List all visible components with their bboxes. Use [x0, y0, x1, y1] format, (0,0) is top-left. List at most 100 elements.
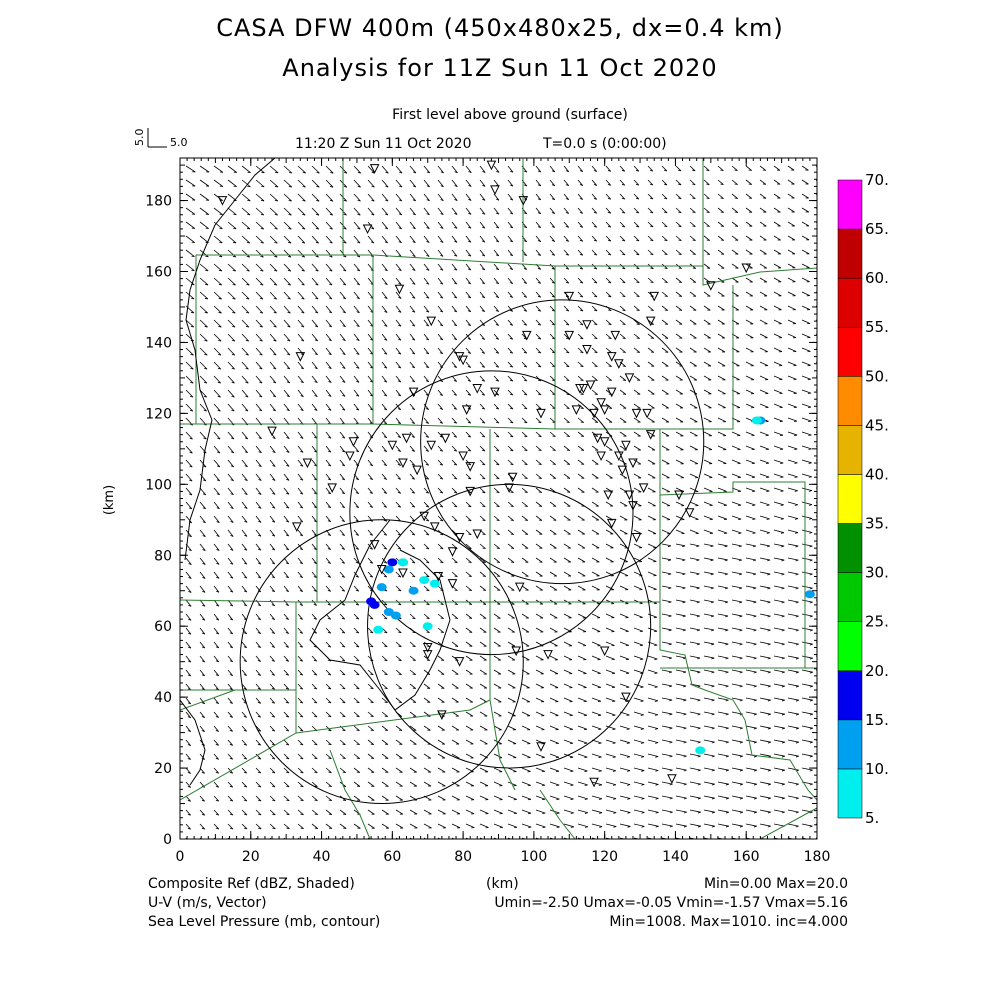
wind-vector-head [780, 448, 784, 451]
wind-vector-head [626, 686, 630, 689]
wind-vector [675, 613, 686, 617]
wind-vector-head [635, 169, 639, 172]
wind-vector-head [302, 185, 306, 188]
wind-vector-head [328, 297, 333, 300]
wind-vector-head [439, 394, 443, 396]
wind-vector-head [636, 267, 640, 270]
wind-vector-head [655, 756, 659, 758]
wind-vector-head [809, 518, 813, 520]
wind-vector-head [384, 213, 389, 216]
wind-vector [745, 711, 757, 715]
wind-vector-head [398, 589, 402, 592]
wind-vector-head [412, 227, 416, 230]
wind-vector [703, 389, 712, 395]
wind-vector-head [823, 518, 826, 519]
wind-vector-head [697, 699, 701, 702]
wind-vector-head [698, 840, 701, 841]
wind-vector [815, 641, 817, 643]
wind-vector-head [215, 730, 219, 732]
wind-vector-head [809, 713, 813, 716]
wind-vector [591, 809, 603, 814]
station-marker [564, 330, 575, 341]
wind-vector [759, 725, 771, 729]
wind-vector [535, 389, 542, 396]
wind-vector [507, 333, 514, 340]
wind-vector-head [314, 785, 318, 788]
wind-vector-head [482, 505, 486, 508]
wind-vector-head [481, 296, 485, 299]
wind-vector [675, 767, 687, 771]
wind-vector [647, 781, 659, 785]
wind-vector-head [258, 479, 262, 481]
wind-vector-head [697, 797, 701, 800]
wind-vector-head [328, 771, 332, 774]
wind-vector [787, 809, 799, 813]
wind-vector [465, 823, 475, 828]
wind-vector-head [570, 798, 574, 800]
station-marker [291, 522, 302, 532]
wind-vector-head [257, 785, 262, 788]
wind-vector [549, 221, 556, 228]
wind-vector-head [795, 573, 799, 576]
wind-vector [199, 669, 206, 677]
wind-vector [423, 165, 431, 174]
wind-vector [773, 571, 785, 575]
wind-vector [339, 655, 346, 662]
wind-vector [801, 515, 813, 519]
wind-vector [717, 641, 729, 645]
wind-vector [815, 515, 817, 517]
wind-vector-head [454, 589, 458, 592]
wind-vector-head [218, 269, 223, 272]
wind-vector [367, 557, 374, 564]
wind-vector-head [246, 227, 251, 230]
wind-vector-head [509, 282, 513, 284]
wind-vector [647, 235, 654, 242]
wind-vector-head [725, 755, 729, 758]
wind-vector [213, 515, 220, 523]
wind-vector [577, 207, 584, 214]
wind-vector [241, 543, 248, 551]
station-marker [614, 359, 624, 369]
wind-vector [283, 179, 292, 188]
wind-vector-head [215, 674, 219, 677]
wind-vector [787, 739, 799, 743]
wind-vector [423, 417, 429, 424]
wind-vector [381, 641, 388, 648]
wind-vector [633, 305, 640, 311]
wind-vector-head [824, 588, 827, 589]
wind-vector-head [682, 601, 686, 604]
wind-vector [591, 389, 598, 395]
wind-vector-head [650, 309, 654, 311]
wind-vector-head [271, 646, 275, 648]
wind-vector-head [524, 407, 528, 410]
wind-vector [717, 543, 728, 547]
wind-vector-head [230, 548, 234, 551]
wind-vector-head [357, 213, 361, 216]
wind-vector-head [753, 755, 757, 758]
wind-vector [703, 795, 715, 799]
wind-vector [199, 809, 206, 816]
wind-vector [577, 445, 585, 451]
wind-vector [381, 487, 387, 494]
station-marker [536, 742, 546, 752]
wind-vector-head [369, 506, 373, 508]
wind-vector [367, 333, 374, 341]
wind-vector-head [357, 199, 361, 202]
wind-vector [423, 179, 430, 188]
wind-vector-head [356, 673, 360, 676]
wind-vector-head [579, 281, 583, 284]
wind-vector [549, 403, 556, 410]
wind-vector [227, 529, 234, 537]
wind-vector-head [327, 506, 331, 509]
wind-vector [633, 641, 644, 646]
wind-vector [535, 431, 542, 438]
wind-vector [395, 179, 403, 188]
wind-vector [717, 165, 724, 171]
wind-vector [563, 417, 570, 423]
wind-vector-head [439, 477, 443, 480]
wind-vector [521, 753, 531, 758]
wind-vector [367, 781, 375, 787]
wind-vector-head [286, 785, 290, 788]
wind-vector-head [551, 226, 555, 228]
wind-vector-head [412, 199, 416, 202]
